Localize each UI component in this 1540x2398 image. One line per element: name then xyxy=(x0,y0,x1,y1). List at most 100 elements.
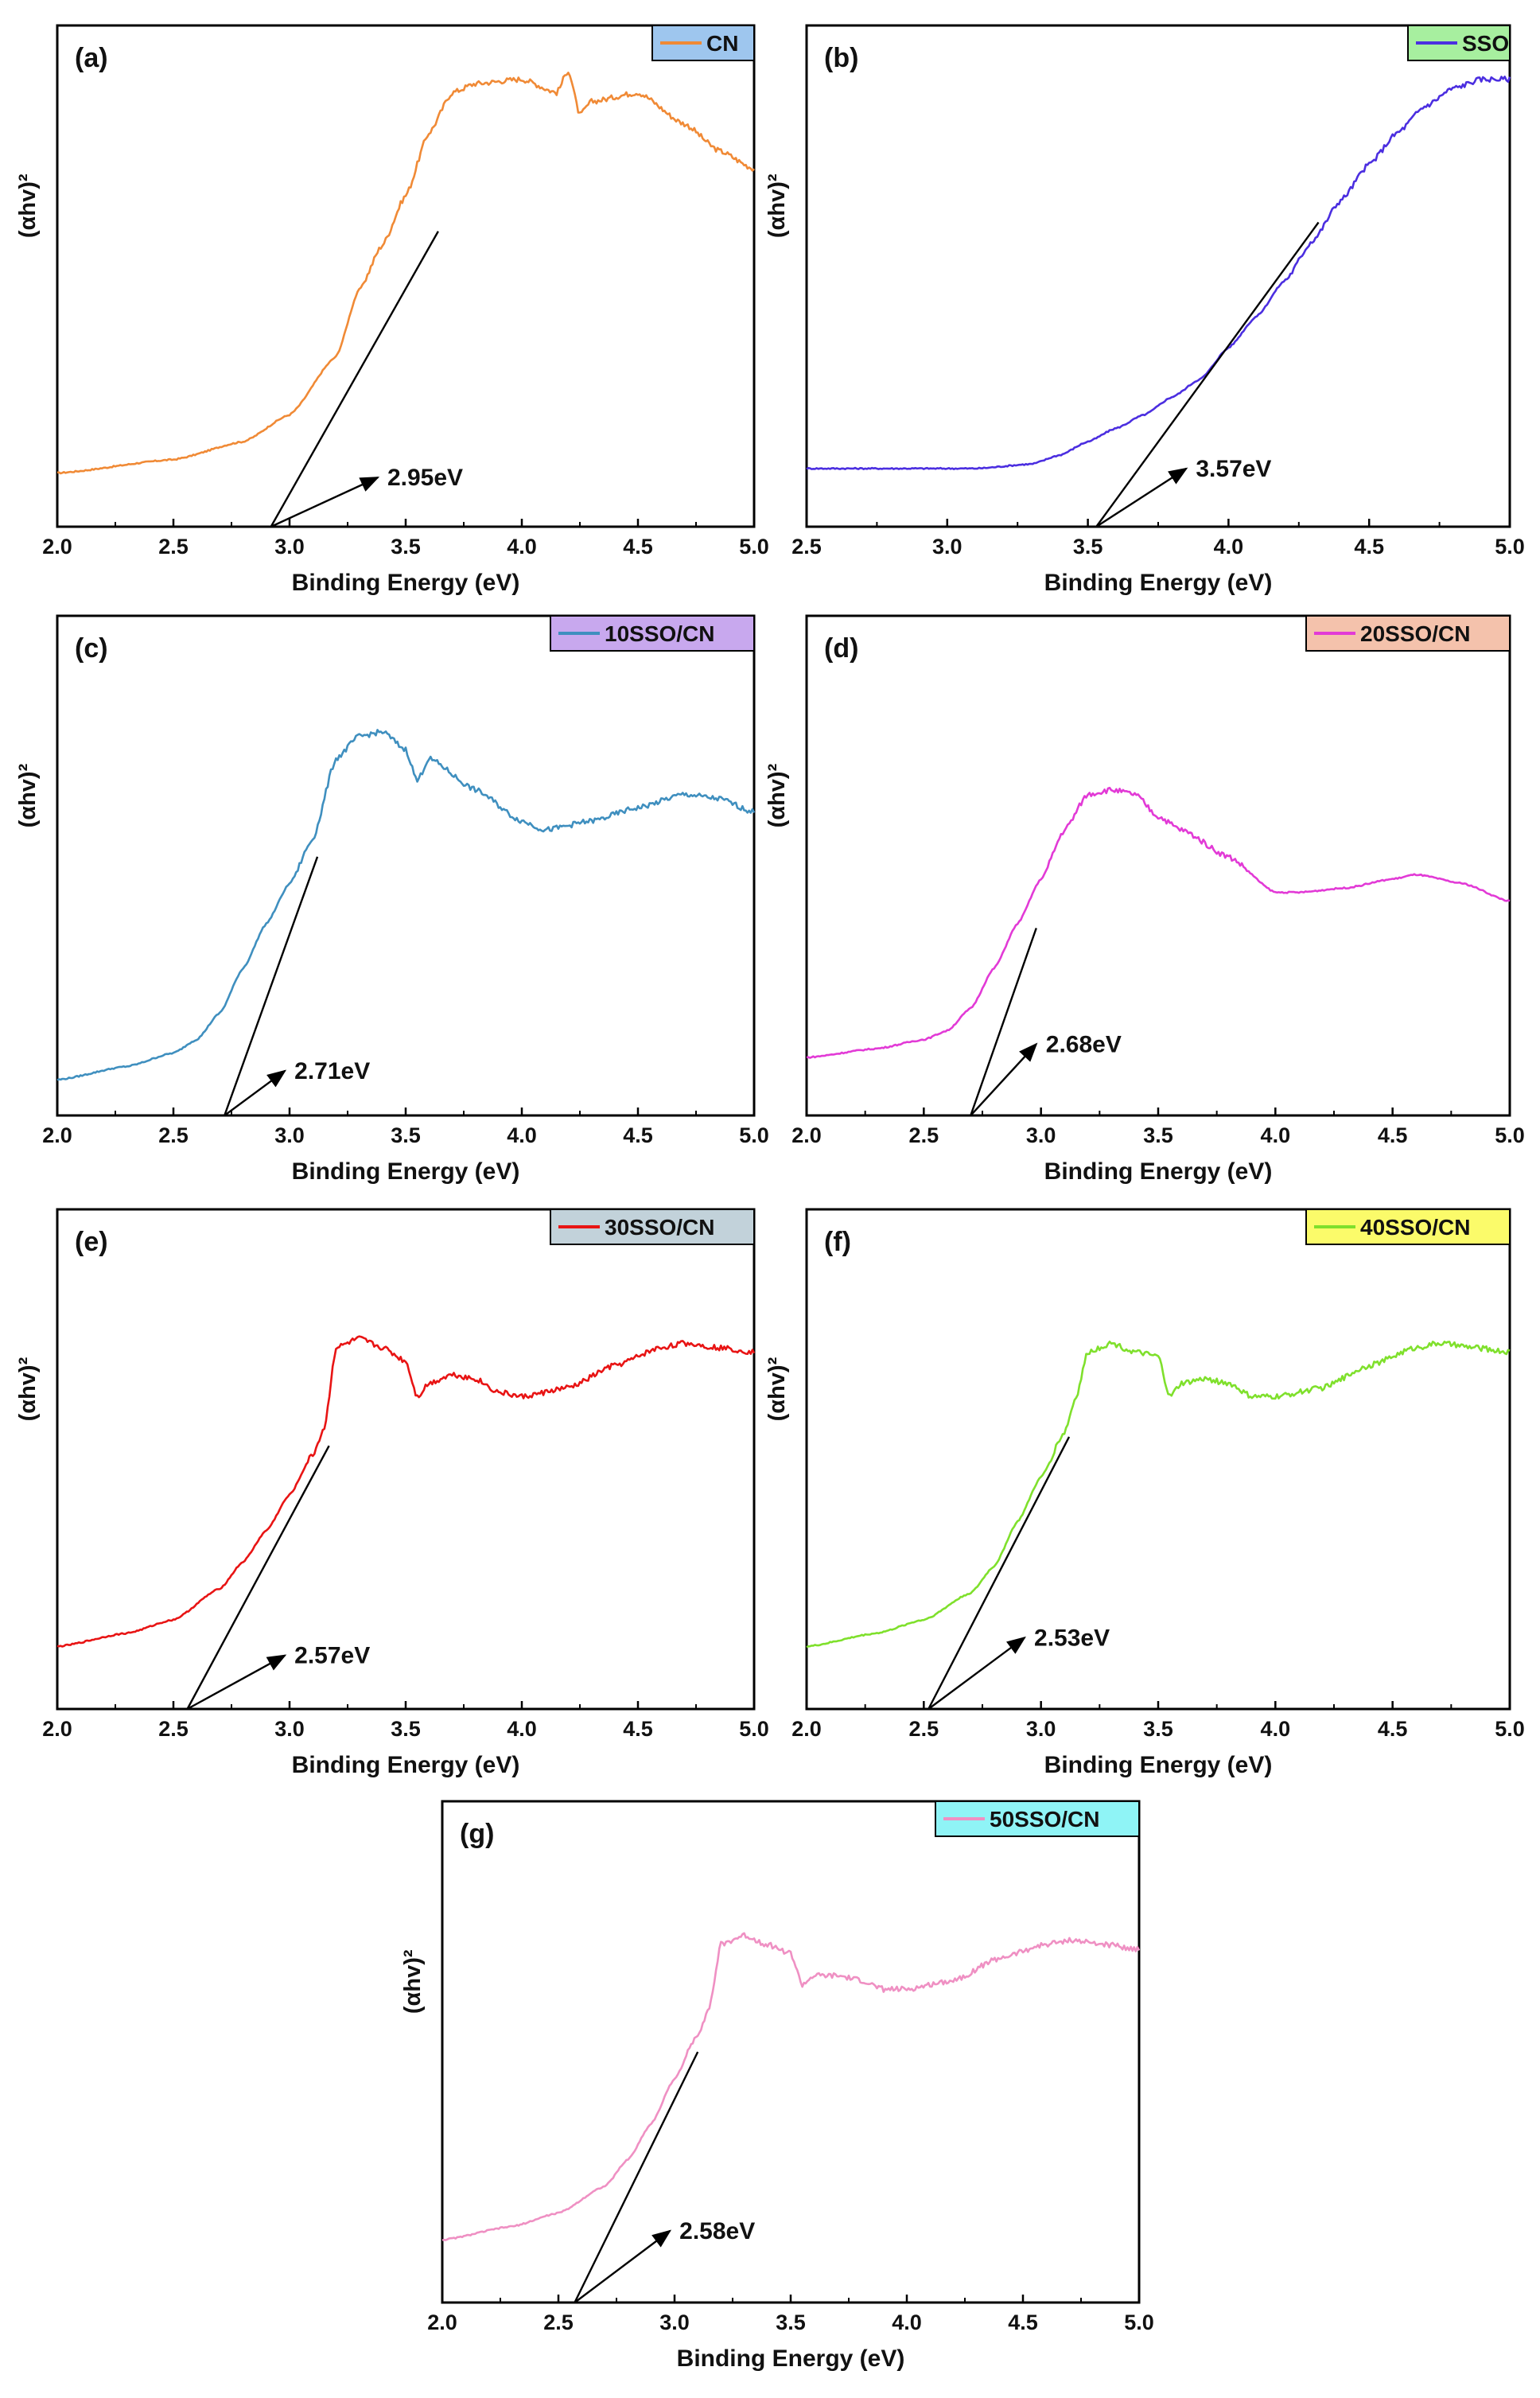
bandgap-annotation: 2.95eV xyxy=(387,465,463,491)
y-axis-label: (αhv)² xyxy=(15,173,41,238)
legend-label: 10SSO/CN xyxy=(605,621,715,646)
chart-panel-e: 2.0 2.5 3.0 3.5 4.0 4.5 5.0 Binding Energy (eV)… xyxy=(15,1208,769,1778)
x-tick-label: 3.5 xyxy=(776,2310,806,2334)
x-tick-label: 4.0 xyxy=(1214,535,1244,559)
legend-label: 20SSO/CN xyxy=(1360,621,1471,646)
legend-label: SSO xyxy=(1462,31,1509,56)
bandgap-annotation: 2.58eV xyxy=(679,2218,755,2244)
y-axis-label: (αhv)² xyxy=(400,1949,426,2014)
x-tick-label: 4.0 xyxy=(892,2310,922,2334)
x-tick-label: 4.0 xyxy=(507,1123,537,1147)
bandgap-annotation: 2.71eV xyxy=(294,1058,370,1084)
x-tick-label: 2.5 xyxy=(158,1717,189,1741)
y-axis-label: (αhv)² xyxy=(764,173,790,238)
legend: SSO xyxy=(1407,25,1511,61)
x-tick-label: 4.5 xyxy=(623,1123,653,1147)
bandgap-annotation: 2.57eV xyxy=(294,1643,370,1669)
legend: CN xyxy=(651,25,755,61)
x-axis-label: Binding Energy (eV) xyxy=(292,1158,520,1185)
panel-label: (e) xyxy=(75,1227,108,1257)
panel-label: (c) xyxy=(75,633,108,664)
x-tick-label: 4.5 xyxy=(1354,535,1384,559)
legend: 10SSO/CN xyxy=(550,615,755,652)
x-tick-label: 4.0 xyxy=(1261,1123,1291,1147)
x-axis-label: Binding Energy (eV) xyxy=(1044,570,1273,596)
legend-label: CN xyxy=(706,31,738,56)
x-tick-label: 5.0 xyxy=(739,535,769,559)
x-tick-label: 2.0 xyxy=(42,535,72,559)
panel-label: (g) xyxy=(460,1819,494,1849)
x-tick-label: 2.0 xyxy=(42,1717,72,1741)
x-tick-label: 2.5 xyxy=(909,1717,939,1741)
chart-panel-c: 2.0 2.5 3.0 3.5 4.0 4.5 5.0 Binding Energy (eV)… xyxy=(15,614,769,1185)
x-tick-label: 5.0 xyxy=(1495,1123,1525,1147)
x-tick-label: 4.0 xyxy=(507,535,537,559)
x-axis-label: Binding Energy (eV) xyxy=(1044,1158,1273,1185)
series-line xyxy=(56,729,756,1081)
y-axis-label: (αhv)² xyxy=(15,1357,41,1421)
x-tick-label: 3.0 xyxy=(659,2310,690,2334)
y-axis-label: (αhv)² xyxy=(764,763,790,827)
panel-label: (a) xyxy=(75,43,108,73)
series-line xyxy=(806,1341,1511,1649)
series-line xyxy=(56,72,755,475)
x-tick-label: 3.5 xyxy=(391,535,421,559)
x-tick-label: 3.0 xyxy=(932,535,962,559)
tangent-line xyxy=(970,928,1037,1116)
bandgap-annotation: 2.53eV xyxy=(1034,1625,1110,1651)
x-tick-label: 2.5 xyxy=(909,1123,939,1147)
x-tick-label: 3.0 xyxy=(274,535,305,559)
x-tick-label: 4.0 xyxy=(507,1717,537,1741)
legend: 40SSO/CN xyxy=(1305,1209,1511,1245)
x-tick-label: 5.0 xyxy=(1495,1717,1525,1741)
x-tick-label: 2.0 xyxy=(427,2310,457,2334)
annotation-arrow xyxy=(928,1636,1026,1710)
x-tick-label: 3.5 xyxy=(1143,1717,1173,1741)
annotation-arrow xyxy=(1095,467,1188,528)
plot-frame xyxy=(56,614,756,1117)
x-axis-label: Binding Energy (eV) xyxy=(677,2345,905,2372)
bandgap-annotation: 2.68eV xyxy=(1046,1031,1122,1057)
tangent-line xyxy=(186,1445,330,1710)
series-line xyxy=(56,1335,756,1648)
x-axis-label: Binding Energy (eV) xyxy=(1044,1752,1273,1778)
plot-frame xyxy=(805,24,1511,528)
x-tick-label: 5.0 xyxy=(739,1123,769,1147)
x-tick-label: 5.0 xyxy=(1124,2310,1154,2334)
x-tick-label: 3.0 xyxy=(1026,1123,1056,1147)
x-axis-label: Binding Energy (eV) xyxy=(292,570,520,596)
y-axis-label: (αhv)² xyxy=(15,763,41,827)
panel-label: (f) xyxy=(824,1227,851,1257)
bandgap-annotation: 3.57eV xyxy=(1196,456,1271,482)
tangent-line xyxy=(928,1436,1071,1710)
x-tick-label: 3.0 xyxy=(1026,1717,1056,1741)
chart-panel-a: 2.0 2.5 3.0 3.5 4.0 4.5 5.0 Binding Energy (eV)… xyxy=(15,24,769,596)
x-tick-label: 5.0 xyxy=(1495,535,1525,559)
annotation-arrow xyxy=(574,2229,672,2303)
x-tick-label: 3.5 xyxy=(1143,1123,1173,1147)
legend-label: 40SSO/CN xyxy=(1360,1215,1471,1240)
x-tick-label: 4.0 xyxy=(1261,1717,1291,1741)
annotation-arrow xyxy=(224,1069,287,1116)
series-line xyxy=(806,76,1511,470)
legend-label: 50SSO/CN xyxy=(990,1807,1100,1832)
x-tick-label: 3.5 xyxy=(391,1123,421,1147)
x-tick-label: 3.5 xyxy=(391,1717,421,1741)
x-tick-label: 2.0 xyxy=(791,1123,822,1147)
legend: 30SSO/CN xyxy=(550,1209,755,1245)
x-tick-label: 4.5 xyxy=(623,535,653,559)
legend: 20SSO/CN xyxy=(1305,615,1511,652)
panel-label: (d) xyxy=(824,633,858,664)
x-tick-label: 2.5 xyxy=(158,1123,189,1147)
series-line xyxy=(806,786,1511,1059)
x-tick-label: 2.5 xyxy=(791,535,822,559)
plot-frame xyxy=(56,24,756,528)
tangent-line xyxy=(1095,221,1320,527)
x-tick-label: 2.0 xyxy=(791,1717,822,1741)
x-tick-label: 3.0 xyxy=(274,1717,305,1741)
y-axis-label: (αhv)² xyxy=(764,1357,790,1421)
annotation-arrow xyxy=(186,1654,287,1711)
tangent-line xyxy=(270,231,439,527)
x-tick-label: 3.0 xyxy=(274,1123,305,1147)
